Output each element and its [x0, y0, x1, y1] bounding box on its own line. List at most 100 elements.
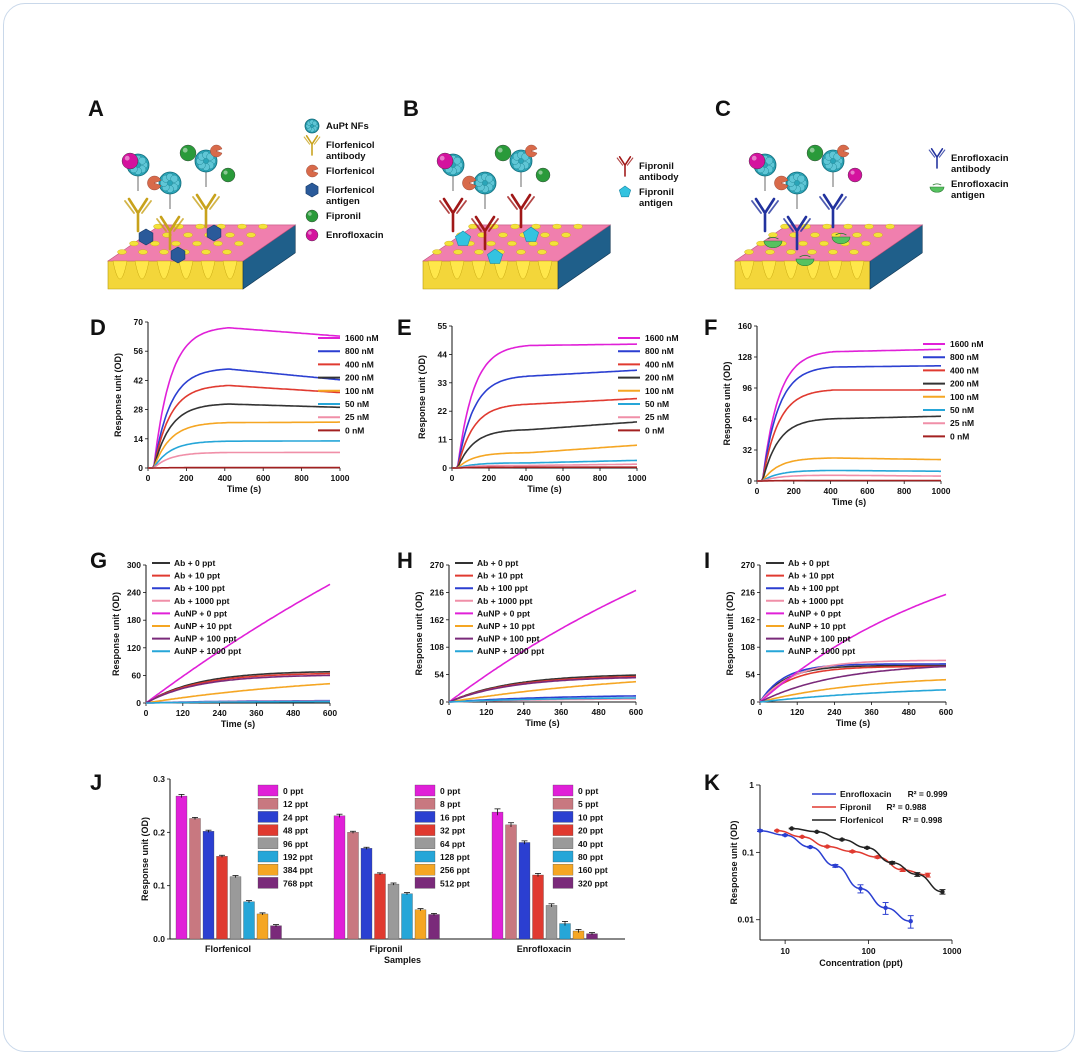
- data-point: [789, 826, 794, 831]
- chip-dot: [222, 249, 232, 255]
- florfenicol-antigen-icon: [305, 182, 319, 198]
- chip-dot: [444, 240, 454, 247]
- bar: [243, 901, 255, 940]
- data-point: [940, 889, 945, 894]
- legend-label: 50 nM: [645, 399, 669, 409]
- chip-dot: [195, 223, 205, 230]
- legend-swatch: [257, 798, 279, 810]
- chip-pillar: [112, 260, 128, 280]
- legend-label: Ab + 0 ppt: [477, 558, 518, 568]
- series-line: [759, 664, 946, 703]
- legend-label: Ab + 10 ppt: [477, 571, 523, 581]
- series-line: [452, 343, 638, 469]
- legend-label: 25 nM: [345, 412, 369, 422]
- y-tick-label: 270: [741, 560, 755, 570]
- legend-text: antigen: [639, 198, 673, 209]
- chip-dot: [549, 240, 559, 247]
- series-line: [759, 665, 947, 703]
- chip-dot: [117, 249, 127, 255]
- legend-label: 100 nM: [645, 386, 674, 396]
- legend-swatch: [552, 811, 574, 823]
- bar: [202, 831, 215, 940]
- antibody-icon: [786, 215, 808, 251]
- bar: [216, 856, 228, 940]
- series-line: [759, 689, 947, 703]
- legend-text: Fipronil: [639, 187, 674, 198]
- chip-pillar: [493, 260, 509, 280]
- legend-text: antibody: [951, 164, 991, 175]
- enrofloxacin-icon-shine: [124, 155, 130, 161]
- chip-pillar: [156, 260, 172, 280]
- legend-label: 25 nM: [950, 418, 974, 428]
- y-axis-label: Response unit (OD): [417, 355, 427, 439]
- series-line: [148, 403, 340, 469]
- bar: [401, 893, 413, 940]
- chip-dot: [150, 240, 160, 247]
- chip-dot: [786, 249, 796, 255]
- y-tick-label: 64: [743, 414, 753, 424]
- data-point: [925, 872, 930, 878]
- legend-text: antibody: [326, 151, 366, 162]
- legend-label: 24 ppt: [283, 812, 308, 822]
- chart-panel-i: I 0 54 108 162 216 270 0 120 240 360 480 600 Time (s)…: [704, 548, 953, 728]
- bar: [374, 873, 386, 940]
- y-tick-label: 60: [132, 670, 142, 680]
- chip-dot: [237, 223, 247, 230]
- fipronil-antigen-icon: [618, 185, 632, 198]
- legend-label: 0 nM: [345, 425, 364, 435]
- legend-swatch: [552, 798, 574, 810]
- antibody-arm: [751, 200, 779, 214]
- chip-dot: [432, 249, 442, 255]
- chip-pillar: [222, 260, 238, 280]
- chip-dot: [453, 249, 463, 255]
- antibody-icon: [127, 197, 149, 233]
- data-point: [900, 867, 905, 873]
- chip-pillar: [178, 260, 194, 280]
- x-tick-label: 480: [902, 707, 916, 717]
- data-point: [774, 828, 780, 833]
- legend-label: 768 ppt: [283, 878, 313, 888]
- bar: [414, 909, 427, 940]
- fipronil-icon: [220, 167, 236, 183]
- chip-pillar: [515, 260, 531, 280]
- series-line: [448, 697, 637, 703]
- y-tick-label: 108: [741, 642, 755, 652]
- y-tick-label: 240: [127, 588, 141, 598]
- chip-pillar: [761, 260, 777, 280]
- series-line: [759, 678, 947, 703]
- chip-pillar: [537, 260, 553, 280]
- legend-label: Ab + 100 ppt: [477, 583, 528, 593]
- legend-label: 200 nM: [345, 373, 374, 383]
- legend-label: 0 ppt: [578, 786, 598, 796]
- x-tick-label: 1000: [331, 473, 350, 483]
- legend-r2: R² = 0.988: [886, 802, 926, 812]
- chip-dot: [129, 240, 139, 247]
- y-tick-label: 108: [430, 642, 444, 652]
- legend-label: Ab + 10 ppt: [174, 571, 220, 581]
- data-point: [808, 844, 813, 850]
- x-axis-label: Concentration (ppt): [819, 958, 903, 968]
- bar: [532, 874, 544, 940]
- aupt-nf-petal: [170, 174, 179, 183]
- chip-pillar: [805, 260, 821, 280]
- chip-dot: [258, 223, 268, 230]
- chip-dot: [744, 249, 754, 255]
- chip-dot: [171, 240, 181, 247]
- legend-label: Ab + 100 ppt: [788, 583, 839, 593]
- chart-panel-j: J 0.0 0.1 0.2 0.3 Response unit (OD) Samples Fl…: [90, 770, 625, 965]
- fipronil-icon: [806, 144, 824, 162]
- legend-swatch: [552, 864, 574, 876]
- x-tick-label: 800: [897, 486, 911, 496]
- bar: [347, 832, 359, 940]
- y-axis-label: Response unit (OD): [113, 353, 123, 437]
- chip-dot: [528, 240, 538, 247]
- y-tick-label: 11: [438, 435, 447, 445]
- legend-label: 400 nM: [645, 359, 674, 369]
- antibody-icon: [618, 156, 632, 177]
- bar: [559, 923, 571, 940]
- chip-dot: [225, 232, 235, 238]
- legend-text: antigen: [951, 190, 985, 201]
